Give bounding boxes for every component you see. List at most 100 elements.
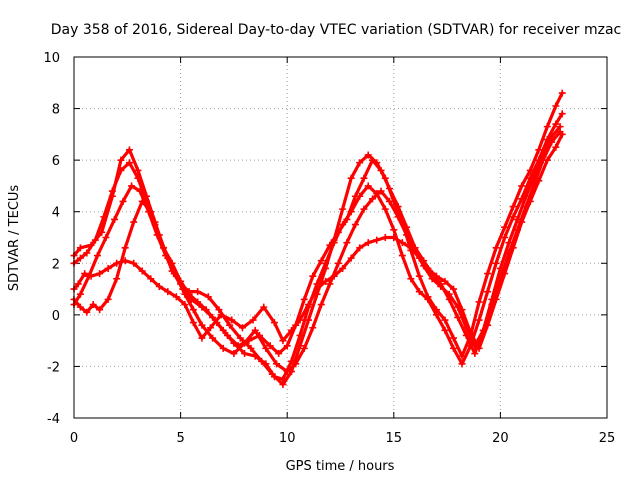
data-point (76, 244, 84, 252)
data-point (441, 326, 449, 334)
data-point (420, 262, 428, 270)
data-point (492, 244, 500, 252)
data-point (309, 272, 317, 280)
data-point (556, 128, 564, 136)
data-point (558, 110, 566, 118)
data-point (215, 306, 223, 314)
data-point (128, 182, 136, 190)
chart-title: Day 358 of 2016, Sidereal Day-to-day VTE… (51, 22, 621, 38)
data-point (351, 221, 359, 229)
data-point (368, 156, 376, 164)
data-point (543, 123, 551, 131)
data-point (155, 231, 163, 239)
series-line (72, 132, 564, 350)
data-point (449, 344, 457, 352)
x-axis-label: GPS time / hours (286, 459, 395, 474)
y-tick-label: 2 (52, 257, 60, 272)
data-point (488, 301, 496, 309)
data-point (449, 334, 457, 342)
data-point (198, 321, 206, 329)
data-point (322, 277, 330, 285)
data-point (125, 146, 133, 154)
data-point (403, 231, 411, 239)
data-point (262, 360, 270, 368)
data-point (360, 174, 368, 182)
data-point (134, 174, 142, 182)
data-point (251, 352, 259, 360)
data-point (558, 89, 566, 97)
data-point (364, 182, 372, 190)
x-tick-label: 5 (176, 431, 184, 446)
data-point (209, 334, 217, 342)
data-point (394, 203, 402, 211)
data-point (279, 375, 287, 383)
data-point (164, 288, 172, 296)
data-point (96, 270, 104, 278)
data-point (441, 277, 449, 285)
data-point (415, 272, 423, 280)
tick-marks (73, 56, 608, 419)
y-tick-label: 10 (43, 51, 60, 66)
data-point (74, 280, 82, 288)
data-point (121, 244, 129, 252)
data-point (339, 264, 347, 272)
data-point (351, 192, 359, 200)
data-point (360, 205, 368, 213)
data-point (539, 156, 547, 164)
data-point (492, 259, 500, 267)
data-point (522, 203, 530, 211)
data-point (496, 275, 504, 283)
data-point (305, 301, 313, 309)
data-point (381, 205, 389, 213)
data-point (552, 143, 560, 151)
data-point (279, 337, 287, 345)
data-point (262, 344, 270, 352)
data-point (535, 146, 543, 154)
data-point (484, 288, 492, 296)
data-point (377, 187, 385, 195)
data-point (398, 239, 406, 247)
series-line (72, 91, 564, 387)
data-point (292, 360, 300, 368)
y-tick-label: -2 (47, 360, 60, 375)
data-point (471, 350, 479, 358)
data-point (164, 254, 172, 262)
data-point (454, 313, 462, 321)
data-point (364, 239, 372, 247)
data-point (317, 301, 325, 309)
series-line (72, 112, 564, 381)
data-point (411, 246, 419, 254)
data-point (147, 275, 155, 283)
data-point (475, 344, 483, 352)
data-point (138, 267, 146, 275)
data-point (228, 316, 236, 324)
data-point (415, 288, 423, 296)
data-point (509, 213, 517, 221)
data-point (283, 342, 291, 350)
data-point (548, 138, 556, 146)
data-point (113, 275, 121, 283)
data-point (505, 249, 513, 257)
data-point (462, 324, 470, 332)
data-point (390, 234, 398, 241)
data-point (194, 298, 202, 306)
data-point (198, 334, 206, 342)
data-point (104, 264, 112, 272)
data-point (125, 159, 133, 167)
data-point (113, 259, 121, 267)
x-tick-label: 10 (279, 431, 296, 446)
data-point (249, 316, 257, 324)
data-point (356, 159, 364, 167)
data-point (356, 244, 364, 252)
data-point (394, 213, 402, 221)
data-point (424, 295, 432, 303)
data-point (343, 215, 351, 223)
data-point (322, 259, 330, 267)
data-point (454, 303, 462, 311)
data-point (206, 324, 214, 332)
data-point (326, 241, 334, 249)
data-point (230, 350, 238, 358)
y-axis-label: SDTVAR / TECUs (7, 185, 22, 292)
data-point (87, 272, 95, 280)
